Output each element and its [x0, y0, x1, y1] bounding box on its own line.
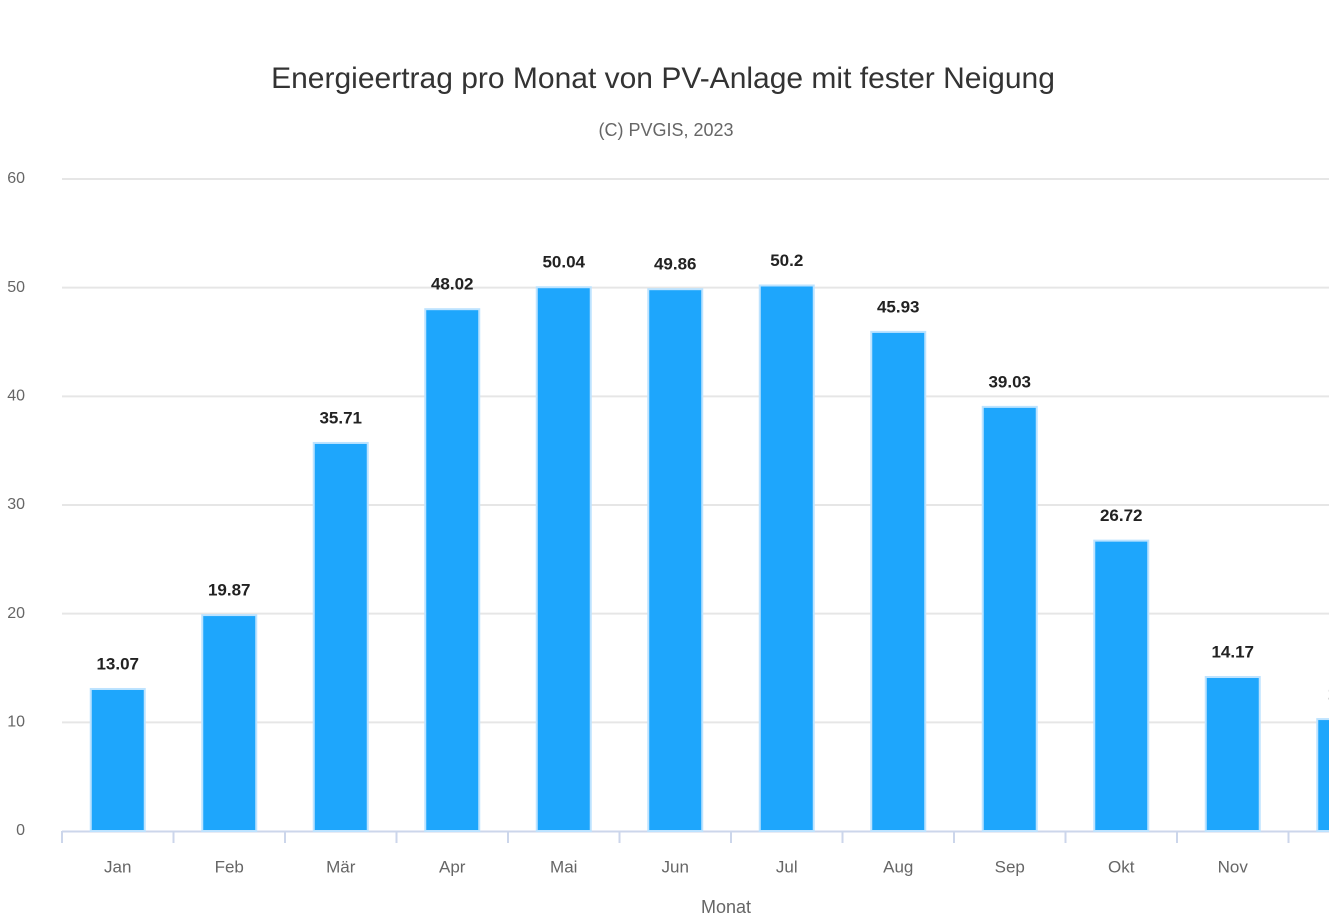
- value-label: 13.07: [96, 654, 139, 673]
- x-tick-label: Jan: [104, 857, 131, 876]
- x-tick-label: Mär: [326, 857, 356, 876]
- y-tick-label: 20: [7, 605, 25, 622]
- y-tick-label: 40: [7, 388, 25, 405]
- bar: [981, 405, 1038, 832]
- y-tick-label: 10: [7, 714, 25, 731]
- x-tick-label: Jun: [662, 857, 689, 876]
- bar: [647, 288, 704, 832]
- value-label: 26.72: [1100, 506, 1143, 525]
- y-tick-label: 50: [7, 279, 25, 296]
- chart-subtitle: (C) PVGIS, 2023: [598, 120, 733, 140]
- value-label: 49.86: [654, 255, 697, 274]
- value-label: 19.87: [208, 581, 251, 600]
- bar: [312, 441, 369, 832]
- x-tick-label: Okt: [1108, 857, 1135, 876]
- bar: [1316, 718, 1329, 832]
- x-tick-label: Nov: [1218, 857, 1249, 876]
- x-tick-label: Sep: [995, 857, 1025, 876]
- value-label: 35.71: [319, 408, 362, 427]
- bar: [89, 687, 146, 832]
- value-label: 50.04: [542, 253, 585, 272]
- value-label: 10.3: [1328, 685, 1329, 704]
- bar: [1093, 539, 1150, 832]
- x-axis-title: Monat: [701, 897, 751, 914]
- y-tick-label: 30: [7, 496, 25, 513]
- x-tick-label: Mai: [550, 857, 577, 876]
- value-label: 50.2: [770, 251, 803, 270]
- bar: [424, 308, 481, 832]
- y-tick-label: 60: [7, 170, 25, 187]
- x-tick-label: Feb: [215, 857, 244, 876]
- bar: [535, 286, 592, 832]
- y-tick-label: 0: [16, 822, 25, 839]
- x-tick-label: Jul: [776, 857, 798, 876]
- x-tick-label: Apr: [439, 857, 466, 876]
- bar: [758, 284, 815, 832]
- value-label: 45.93: [877, 297, 920, 316]
- value-label: 14.17: [1211, 643, 1254, 662]
- bar: [870, 330, 927, 832]
- value-label: 48.02: [431, 275, 474, 294]
- x-tick-label: Aug: [883, 857, 913, 876]
- bar: [201, 614, 258, 833]
- value-label: 39.03: [988, 372, 1031, 391]
- bar: [1204, 676, 1261, 833]
- chart-title: Energieertrag pro Monat von PV-Anlage mi…: [271, 62, 1055, 95]
